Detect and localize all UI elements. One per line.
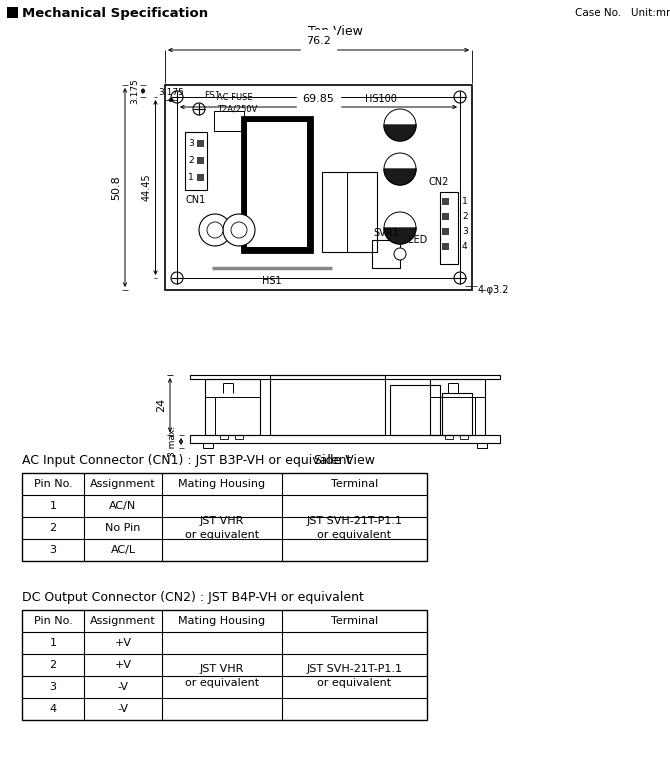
Text: JST VHR
or equivalent: JST VHR or equivalent [185,664,259,687]
Text: Pin No.: Pin No. [34,479,72,489]
Text: CN2: CN2 [429,177,449,187]
Bar [430,379,485,435]
Text: AC FUSE
T2A/250V: AC FUSE T2A/250V [217,93,257,113]
Bar [442,393,472,435]
Text: LED: LED [408,235,427,245]
Text: AC/L: AC/L [111,545,135,555]
Polygon shape [384,169,416,185]
Bar [190,435,500,443]
Text: DC Output Connector (CN2) : JST B4P-VH or equivalent: DC Output Connector (CN2) : JST B4P-VH o… [22,591,364,604]
Bar [203,443,213,448]
Bar [442,213,449,220]
Text: 3: 3 [50,682,56,692]
Bar [442,228,449,235]
Bar [460,435,468,439]
Bar [445,435,453,439]
Circle shape [207,222,223,238]
Polygon shape [384,228,416,244]
Bar [322,172,377,252]
Bar [442,243,449,250]
Text: Terminal: Terminal [331,616,378,626]
Bar [220,435,228,439]
Text: 1: 1 [188,173,194,182]
Text: -V: -V [117,682,129,692]
Text: 24: 24 [156,398,166,412]
Text: Assignment: Assignment [90,479,156,489]
Text: 3.175: 3.175 [158,88,184,97]
Text: 4-φ3.2: 4-φ3.2 [478,285,509,295]
Text: 1: 1 [50,638,56,648]
Bar [177,97,460,278]
Text: JST SVH-21T-P1.1
or equivalent: JST SVH-21T-P1.1 or equivalent [306,516,403,540]
Text: 76.2: 76.2 [306,36,331,46]
Text: AC Input Connector (CN1) : JST B3P-VH or equivalent: AC Input Connector (CN1) : JST B3P-VH or… [22,454,351,467]
Text: 2: 2 [188,156,194,165]
Text: HS100: HS100 [365,94,397,104]
Text: Side View: Side View [314,455,375,468]
Bar [197,140,204,147]
Text: SVR1: SVR1 [373,228,399,238]
Polygon shape [384,125,416,141]
Bar [242,117,312,252]
Text: 3: 3 [50,545,56,555]
Bar [22,610,427,720]
Bar [197,157,204,164]
Text: 3: 3 [188,139,194,148]
Text: Mechanical Specification: Mechanical Specification [22,6,208,19]
Bar [372,240,400,268]
Text: No Pin: No Pin [105,523,141,533]
Bar [477,443,487,448]
Bar [22,473,427,561]
Text: Assignment: Assignment [90,616,156,626]
Text: JST VHR
or equivalent: JST VHR or equivalent [185,516,259,540]
Bar [440,192,458,264]
Text: AC/N: AC/N [109,501,137,511]
Bar [270,375,385,435]
Text: 1: 1 [462,197,468,206]
Circle shape [231,222,247,238]
Bar [185,132,207,190]
Text: -V: -V [117,704,129,714]
Text: Case No.   Unit:mm: Case No. Unit:mm [575,8,670,18]
Text: 1: 1 [50,501,56,511]
Bar [390,385,440,435]
Text: +V: +V [115,660,131,670]
Text: 69.85: 69.85 [303,94,334,104]
Text: +V: +V [115,638,131,648]
Text: Mating Housing: Mating Housing [178,616,265,626]
Bar [190,375,500,379]
Text: 2: 2 [50,523,56,533]
Circle shape [223,214,255,246]
Bar [205,379,260,435]
Text: Mating Housing: Mating Housing [178,479,265,489]
Text: 44.45: 44.45 [142,173,152,201]
Text: Top View: Top View [308,25,362,38]
Text: 3 max.: 3 max. [168,426,177,457]
Text: 50.8: 50.8 [111,175,121,200]
Text: 4: 4 [462,242,468,251]
Bar [235,435,243,439]
Bar [442,198,449,205]
Text: 2: 2 [50,660,56,670]
Text: JST SVH-21T-P1.1
or equivalent: JST SVH-21T-P1.1 or equivalent [306,664,403,687]
Bar [7,7,18,18]
Text: 4: 4 [50,704,56,714]
Bar [197,174,204,181]
Text: 2: 2 [462,212,468,221]
Text: Pin No.: Pin No. [34,616,72,626]
Bar [247,122,307,247]
Text: Terminal: Terminal [331,479,378,489]
Text: FS1: FS1 [204,91,220,100]
Text: 3: 3 [462,227,468,236]
Text: 3.175: 3.175 [130,78,139,104]
Text: CN1: CN1 [186,195,206,205]
Circle shape [394,248,406,260]
Bar [214,111,244,131]
Circle shape [199,214,231,246]
Text: HS1: HS1 [262,276,282,286]
Bar [165,85,472,290]
